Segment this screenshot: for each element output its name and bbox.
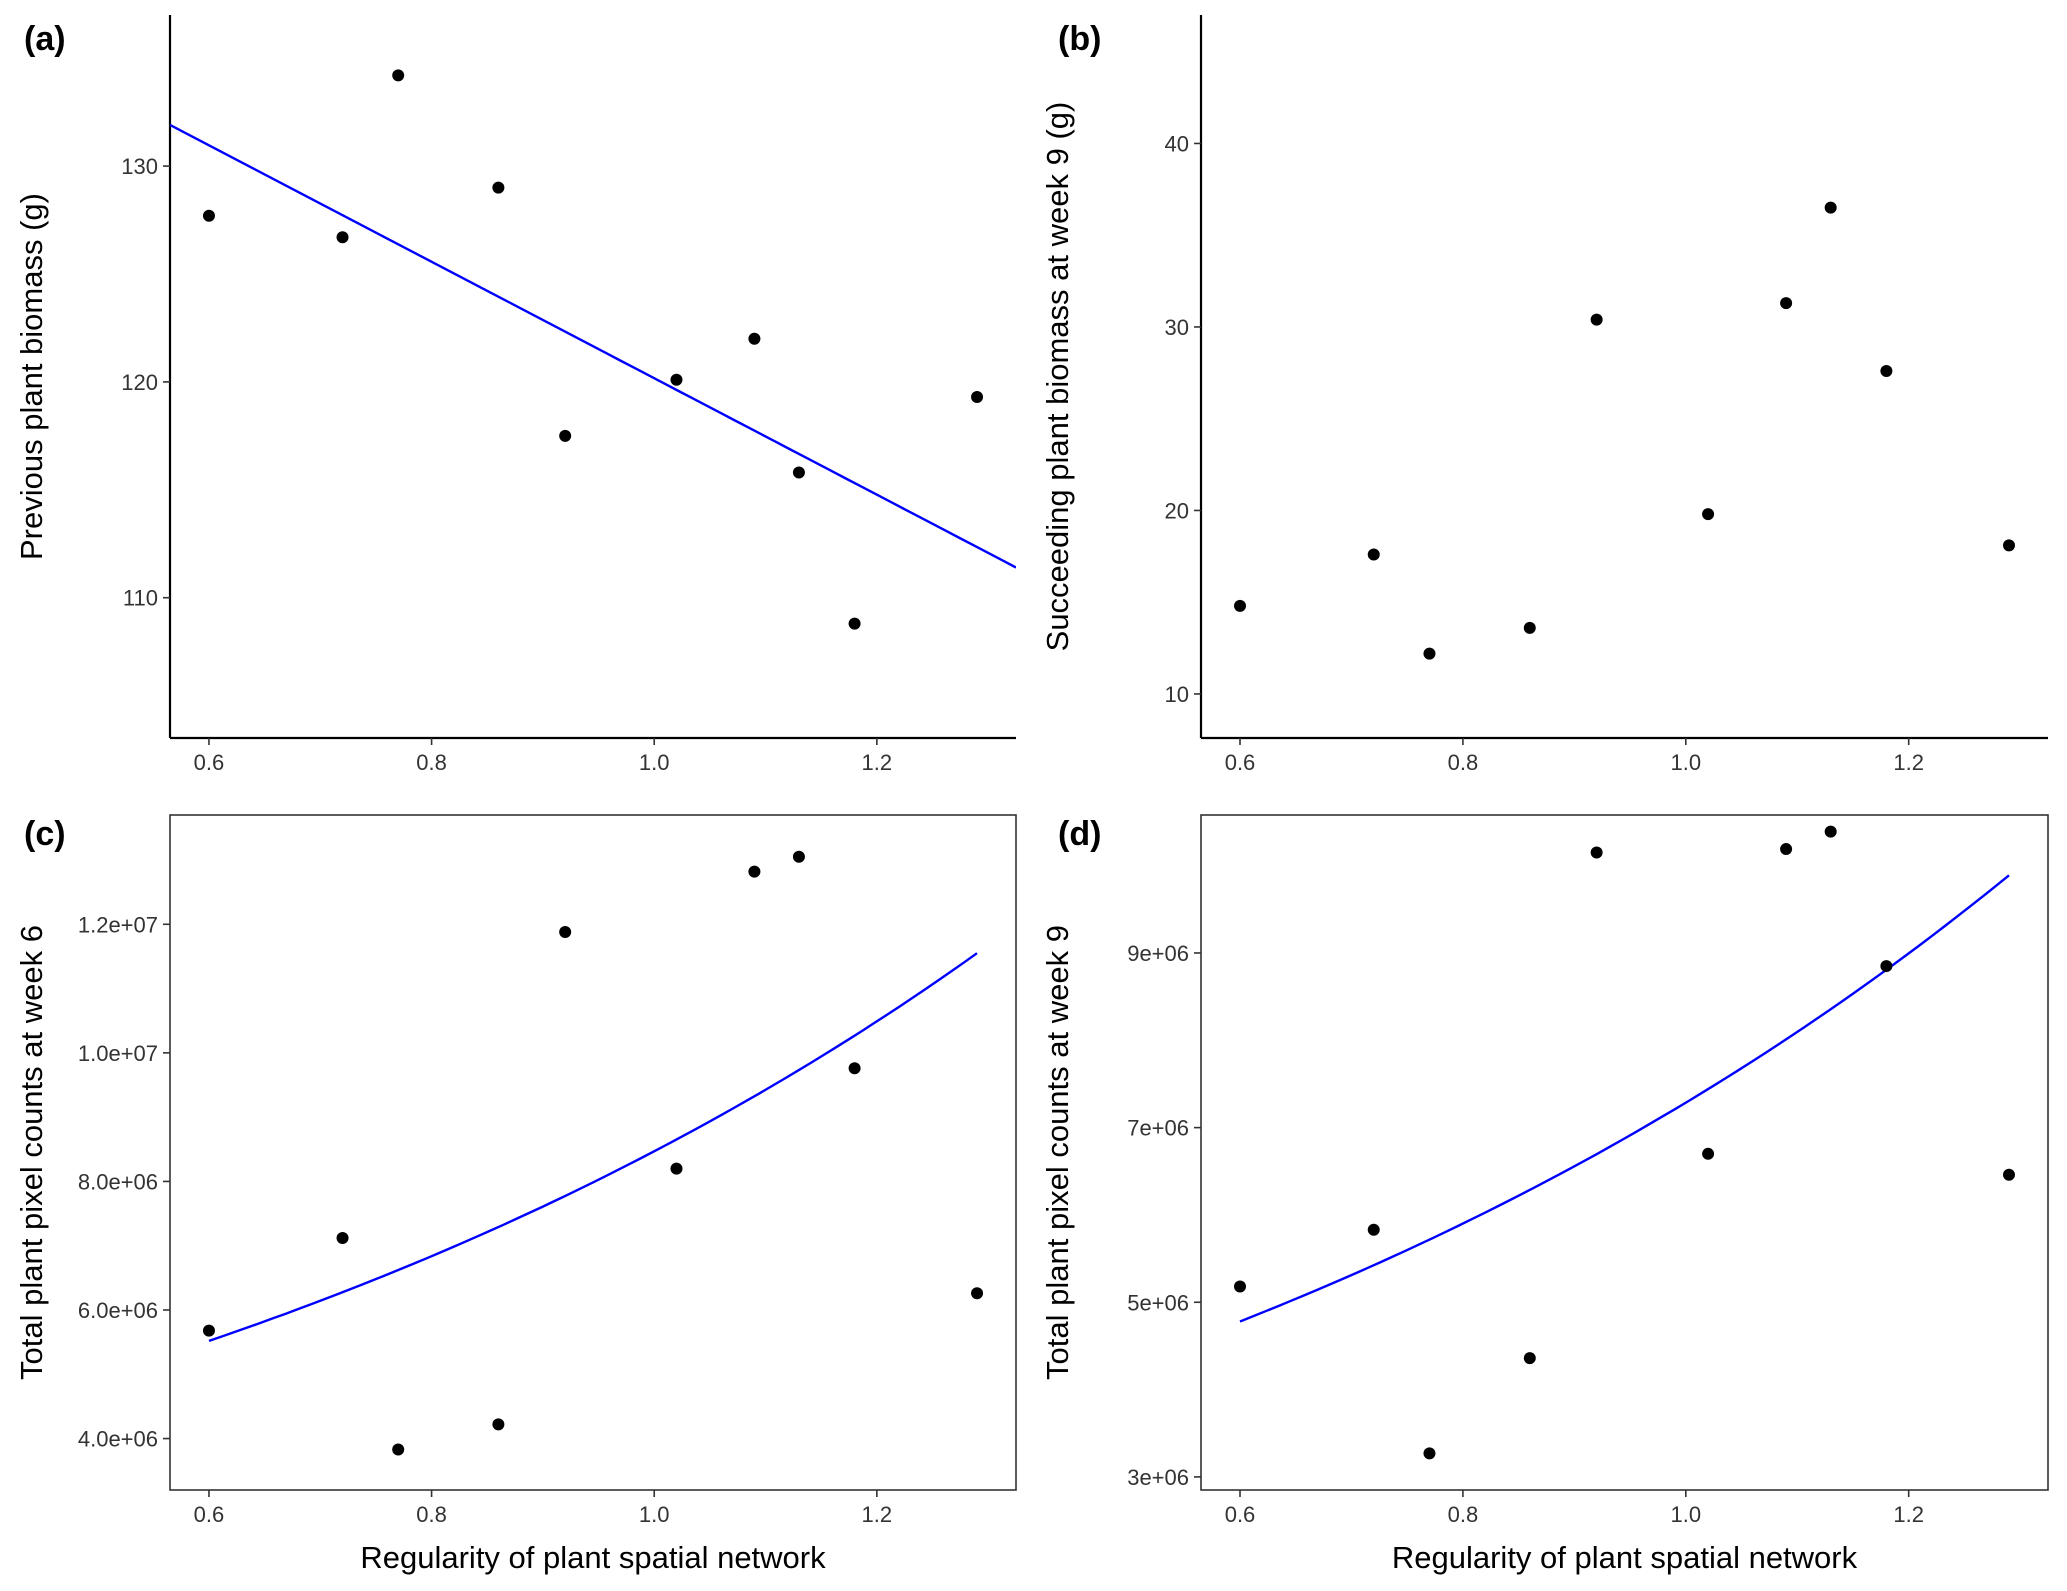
plot-frame <box>169 814 1017 1491</box>
y-axis-title: Previous plant biomass (g) <box>14 193 49 560</box>
data-point <box>848 1062 861 1075</box>
x-tick-label: 1.0 <box>1670 750 1701 775</box>
data-point <box>1880 364 1893 377</box>
x-tick-label: 1.2 <box>862 750 893 775</box>
data-point <box>748 865 761 878</box>
data-point <box>392 1443 405 1456</box>
y-tick-label: 3e+06 <box>1127 1465 1189 1490</box>
data-point <box>559 926 572 938</box>
y-tick-label: 40 <box>1165 131 1189 156</box>
panel-d: 0.6 0.8 1.0 1.2 3e+06 5e+06 7e+06 9e+06 (d) Total… <box>1040 814 2049 1575</box>
x-tick-label: 1.2 <box>1893 1502 1924 1527</box>
y-tick-label: 20 <box>1165 498 1189 523</box>
panel-label: (b) <box>1058 20 1101 58</box>
y-tick-label: 130 <box>121 154 158 179</box>
data-point <box>1367 1223 1380 1236</box>
x-tick-label: 1.2 <box>1893 750 1924 775</box>
panel-a: 0.6 0.8 1.0 1.2 110 120 130 (a) Previous plant b… <box>14 15 1016 775</box>
y-tick-label: 6.0e+06 <box>78 1298 158 1323</box>
y-tick-label: 9e+06 <box>1127 941 1189 966</box>
y-tick-label: 110 <box>123 586 158 611</box>
y-axis-title: Total plant pixel counts at week 6 <box>14 925 49 1380</box>
data-point <box>1423 1447 1436 1460</box>
data-point <box>202 209 215 222</box>
y-axis-title: Total plant pixel counts at week 9 <box>1040 925 1075 1380</box>
data-point <box>392 69 405 82</box>
data-point <box>1702 1147 1715 1160</box>
x-tick-label: 0.6 <box>194 750 225 775</box>
data-point <box>792 466 805 479</box>
plot-frame <box>1200 814 2049 1491</box>
x-axis-title: Regularity of plant spatial network <box>360 1540 826 1575</box>
data-point <box>1880 960 1893 973</box>
y-tick-label: 7e+06 <box>1127 1116 1189 1141</box>
data-point <box>492 1418 505 1431</box>
panel-label: (c) <box>24 815 66 853</box>
data-point <box>1523 621 1536 634</box>
data-point <box>1234 1280 1247 1293</box>
data-point <box>1824 201 1837 214</box>
data-point <box>1590 313 1603 326</box>
panel-label: (a) <box>24 20 66 58</box>
data-point <box>670 373 683 386</box>
y-tick-label: 30 <box>1165 315 1189 340</box>
data-point <box>1780 843 1793 856</box>
x-tick-label: 1.2 <box>862 1502 893 1527</box>
data-point <box>1780 297 1793 310</box>
data-point <box>336 1232 349 1244</box>
data-point <box>1824 825 1837 838</box>
data-point <box>792 850 805 863</box>
data-point <box>971 1287 984 1300</box>
y-tick-label: 120 <box>121 370 158 395</box>
data-point <box>559 429 572 442</box>
x-tick-label: 1.0 <box>1670 1502 1701 1527</box>
x-tick-label: 1.0 <box>639 750 670 775</box>
data-point <box>1702 508 1715 521</box>
y-tick-label: 4.0e+06 <box>78 1427 158 1452</box>
panel-b: 0.6 0.8 1.0 1.2 10 20 30 40 (b) Succeeding plant … <box>1040 15 2048 775</box>
data-point <box>2002 539 2015 552</box>
data-point <box>1234 599 1247 612</box>
data-point <box>336 231 349 244</box>
y-tick-label: 10 <box>1165 682 1189 707</box>
x-tick-label: 0.6 <box>1225 750 1256 775</box>
data-point <box>670 1162 683 1175</box>
fit-line <box>208 952 978 1343</box>
x-tick-label: 1.0 <box>639 1502 670 1527</box>
y-tick-label: 1.2e+07 <box>78 912 158 937</box>
y-tick-label: 5e+06 <box>1127 1290 1189 1315</box>
data-point <box>202 1324 215 1337</box>
fit-line <box>170 123 1016 569</box>
data-point <box>492 181 505 194</box>
panel-c: 0.6 0.8 1.0 1.2 4.0e+06 6.0e+06 8.0e+06 1.0e+07… <box>14 814 1017 1575</box>
x-tick-label: 0.8 <box>416 1502 447 1527</box>
fit-line <box>1239 874 2010 1323</box>
panel-label: (d) <box>1058 815 1101 853</box>
y-tick-label: 8.0e+06 <box>78 1169 158 1194</box>
data-point <box>748 332 761 345</box>
x-tick-label: 0.6 <box>194 1502 225 1527</box>
x-tick-label: 0.8 <box>1448 1502 1479 1527</box>
data-point <box>1523 1352 1536 1365</box>
data-point <box>1423 647 1436 660</box>
data-point <box>848 617 861 630</box>
data-point <box>971 391 984 404</box>
y-tick-label: 1.0e+07 <box>78 1041 158 1066</box>
x-tick-label: 0.8 <box>416 750 447 775</box>
data-point <box>1367 548 1380 561</box>
x-axis-title: Regularity of plant spatial network <box>1392 1540 1858 1575</box>
data-point <box>1590 846 1603 859</box>
x-tick-label: 0.8 <box>1448 750 1479 775</box>
data-point <box>2002 1168 2015 1181</box>
x-tick-label: 0.6 <box>1225 1502 1256 1527</box>
y-axis-title: Succeeding plant biomass at week 9 (g) <box>1040 102 1075 652</box>
